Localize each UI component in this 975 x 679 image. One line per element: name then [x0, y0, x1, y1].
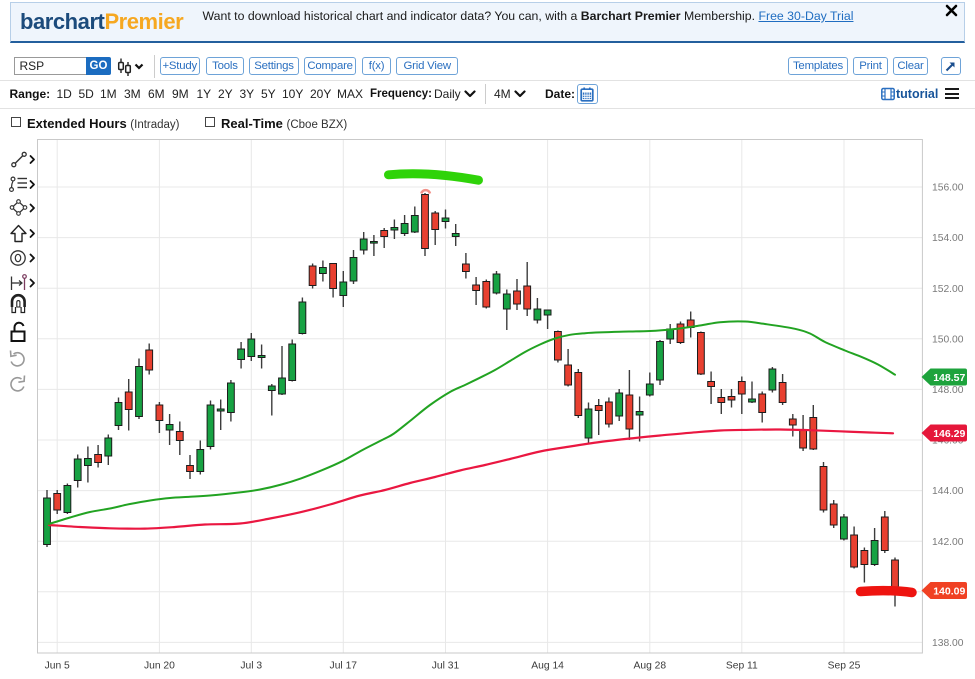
- svg-text:Jul 3: Jul 3: [240, 661, 262, 672]
- svg-text:150.00: 150.00: [932, 334, 964, 345]
- svg-text:156.00: 156.00: [932, 183, 964, 194]
- svg-text:148.57: 148.57: [933, 372, 965, 384]
- svg-text:Jul 17: Jul 17: [330, 661, 358, 672]
- svg-text:148.00: 148.00: [932, 385, 964, 396]
- svg-text:Aug 14: Aug 14: [531, 661, 564, 672]
- svg-text:138.00: 138.00: [932, 638, 964, 649]
- svg-text:Sep 11: Sep 11: [726, 661, 758, 672]
- svg-text:Jul 31: Jul 31: [432, 661, 460, 672]
- svg-text:146.29: 146.29: [933, 428, 965, 440]
- svg-text:Jun 5: Jun 5: [45, 661, 70, 672]
- svg-text:144.00: 144.00: [932, 486, 964, 497]
- svg-text:142.00: 142.00: [932, 537, 964, 548]
- svg-text:Aug 28: Aug 28: [633, 661, 666, 672]
- svg-text:Sep 25: Sep 25: [828, 661, 861, 672]
- svg-text:154.00: 154.00: [932, 233, 964, 244]
- svg-text:Jun 20: Jun 20: [144, 661, 175, 672]
- svg-text:140.09: 140.09: [933, 585, 965, 597]
- svg-text:152.00: 152.00: [932, 284, 964, 295]
